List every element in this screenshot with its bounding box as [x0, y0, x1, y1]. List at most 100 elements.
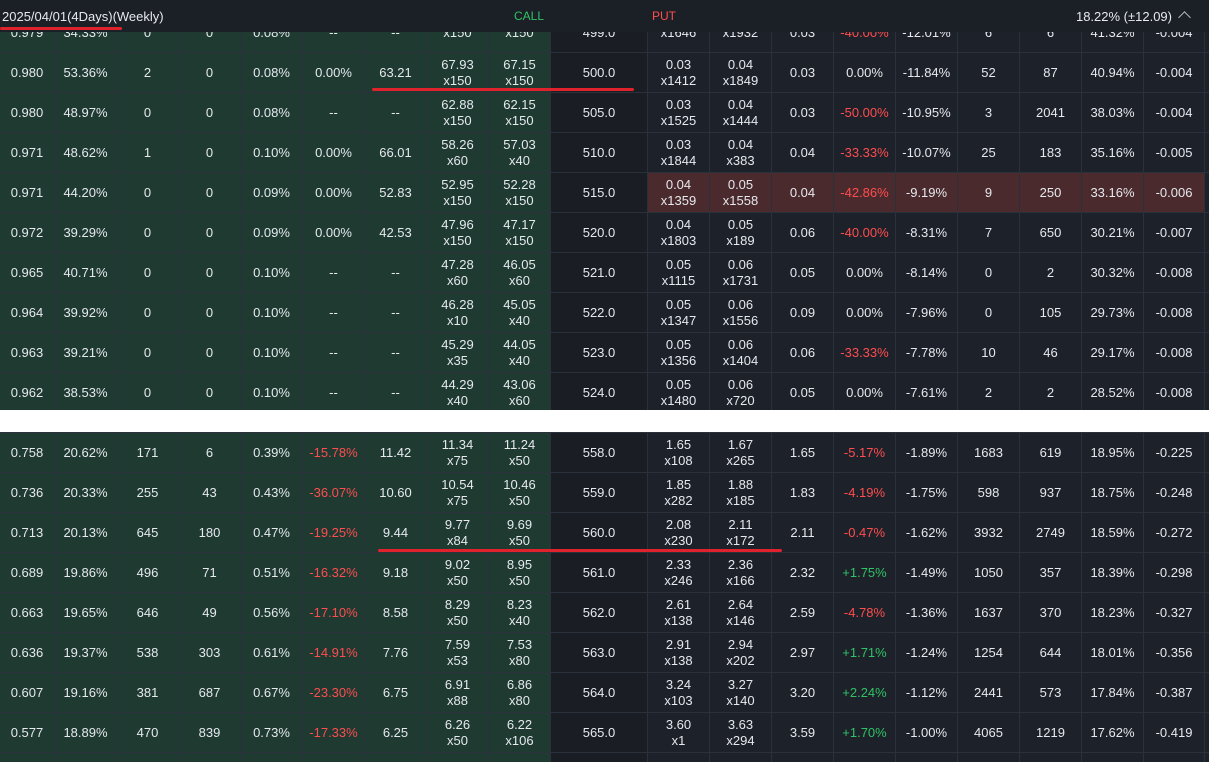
expiry-date-label[interactable]: 2025/04/01(4Days)(Weekly): [2, 9, 164, 24]
cell-bid[interactable]: 45.29 x35: [427, 333, 489, 373]
cell-put-bid[interactable]: 3.98: [648, 753, 710, 762]
cell-bid[interactable]: 58.26 x60: [427, 133, 489, 173]
cell-bid[interactable]: 62.88 x150: [427, 93, 489, 133]
cell-put-ask[interactable]: 4.01: [710, 753, 772, 762]
table-row[interactable]: 0.980 48.97% 0 0 0.08% -- -- 62.88 x150 62.15 x150…: [0, 92, 1209, 133]
cell-put-ask[interactable]: x1932: [710, 32, 772, 53]
cell-bid[interactable]: 47.96 x150: [427, 213, 489, 253]
cell-bid[interactable]: 6.91 x88: [427, 673, 489, 713]
cell-ask[interactable]: 47.17 x150: [489, 213, 551, 253]
cell-ask[interactable]: 43.06 x60: [489, 373, 551, 410]
cell-put-ask[interactable]: 1.67 x265: [710, 433, 772, 473]
cell-put-bid[interactable]: 3.24 x103: [648, 673, 710, 713]
cell-put-bid[interactable]: 0.04 x1803: [648, 213, 710, 253]
cell-bid[interactable]: 52.95 x150: [427, 173, 489, 213]
cell-put-bid[interactable]: x1646: [648, 32, 710, 53]
cell-ask[interactable]: 52.28 x150: [489, 173, 551, 213]
cell-put-bid[interactable]: 1.85 x282: [648, 473, 710, 513]
cell-put-ask[interactable]: 0.04 x1444: [710, 93, 772, 133]
cell-ask[interactable]: 67.15 x150: [489, 53, 551, 93]
cell-put-ask[interactable]: 2.94 x202: [710, 633, 772, 673]
cell-put-bid[interactable]: 0.05 x1347: [648, 293, 710, 333]
cell-put-bid[interactable]: 0.05 x1115: [648, 253, 710, 293]
cell-put-ask[interactable]: 0.06 x1404: [710, 333, 772, 373]
cell-bid[interactable]: 46.28 x10: [427, 293, 489, 333]
cell-put-ask[interactable]: 0.04 x1849: [710, 53, 772, 93]
cell-put-ask[interactable]: 0.06 x1731: [710, 253, 772, 293]
price-value: 6.26: [444, 717, 471, 732]
cell-put-ask[interactable]: 3.27 x140: [710, 673, 772, 713]
cell-put-ask[interactable]: 0.05 x1558: [710, 173, 772, 213]
cell-put-ask[interactable]: 0.05 x189: [710, 213, 772, 253]
cell-bid[interactable]: 47.28 x60: [427, 253, 489, 293]
cell-ask[interactable]: 45.05 x40: [489, 293, 551, 333]
cell-bid[interactable]: 7.59 x53: [427, 633, 489, 673]
table-row[interactable]: 0.607 19.16% 381 687 0.67% -23.30% 6.75 6.91 x88…: [0, 672, 1209, 713]
table-row[interactable]: 0.965 40.71% 0 0 0.10% -- -- 47.28 x60 46.05 x60 52…: [0, 252, 1209, 293]
cell-ask[interactable]: 8.23 x40: [489, 593, 551, 633]
table-row[interactable]: 0.736 20.33% 255 43 0.43% -36.07% 10.60 10.54 x7…: [0, 472, 1209, 513]
table-row[interactable]: 0.972 39.29% 0 0 0.09% 0.00% 42.53 47.96 x150 47.…: [0, 212, 1209, 253]
cell-ask[interactable]: 6.22 x106: [489, 713, 551, 753]
cell-put-bid[interactable]: 0.03 x1412: [648, 53, 710, 93]
table-row[interactable]: 0.971 48.62% 1 0 0.10% 0.00% 66.01 58.26 x60 57.0…: [0, 132, 1209, 173]
cell-put-ask[interactable]: 0.06 x1556: [710, 293, 772, 333]
cell-ask[interactable]: 11.24 x50: [489, 433, 551, 473]
cell-put-bid[interactable]: 0.03 x1525: [648, 93, 710, 133]
cell-put-bid[interactable]: 0.04 x1359: [648, 173, 710, 213]
cell-put-ask[interactable]: 2.36 x166: [710, 553, 772, 593]
cell-put-bid[interactable]: 2.61 x138: [648, 593, 710, 633]
cell-put-bid[interactable]: 1.65 x108: [648, 433, 710, 473]
cell-put-bid[interactable]: 2.91 x138: [648, 633, 710, 673]
cell-ask[interactable]: 7.53 x80: [489, 633, 551, 673]
table-row[interactable]: 0.962 38.53% 0 0 0.10% -- -- 44.29 x40 43.06 x60 52…: [0, 372, 1209, 410]
cell-put-ask[interactable]: 3.63 x294: [710, 713, 772, 753]
cell-put-ask[interactable]: 0.06 x720: [710, 373, 772, 410]
cell-ask[interactable]: 46.05 x60: [489, 253, 551, 293]
table-row[interactable]: 0.980 53.36% 2 0 0.08% 0.00% 63.21 67.93 x150 67.…: [0, 52, 1209, 93]
cell-ask[interactable]: x150: [489, 32, 551, 53]
cell-ask[interactable]: 9.69 x50: [489, 513, 551, 553]
table-row[interactable]: 0.713 20.13% 645 180 0.47% -19.25% 9.44 9.77 x84…: [0, 512, 1209, 553]
cell-put-ask[interactable]: 2.11 x172: [710, 513, 772, 553]
cell-bid[interactable]: 44.29 x40: [427, 373, 489, 410]
table-row[interactable]: 0.979 34.33% 0 0 0.08% -- -- x150 x150 499.0 x1646…: [0, 32, 1209, 53]
cell-bid[interactable]: x150: [427, 32, 489, 53]
cell-bid[interactable]: 11.34 x75: [427, 433, 489, 473]
table-row[interactable]: 0.689 19.86% 496 71 0.51% -16.32% 9.18 9.02 x50 8…: [0, 552, 1209, 593]
cell-put-bid[interactable]: 2.33 x246: [648, 553, 710, 593]
table-row[interactable]: 0.964 39.92% 0 0 0.10% -- -- 46.28 x10 45.05 x40 52…: [0, 292, 1209, 333]
cell-bid[interactable]: 6.26 x50: [427, 713, 489, 753]
cell-bid[interactable]: 9.77 x84: [427, 513, 489, 553]
cell-ask[interactable]: 10.46 x50: [489, 473, 551, 513]
cell-chg: 0.00%: [303, 173, 365, 213]
cell-bid[interactable]: 8.29 x50: [427, 593, 489, 633]
cell-bid[interactable]: 10.54 x75: [427, 473, 489, 513]
cell-ask[interactable]: 62.15 x150: [489, 93, 551, 133]
cell-put-ask[interactable]: 1.88 x185: [710, 473, 772, 513]
cell-ask[interactable]: 44.05 x40: [489, 333, 551, 373]
table-row[interactable]: 0.758 20.62% 171 6 0.39% -15.78% 11.42 11.34 x75…: [0, 432, 1209, 473]
table-row[interactable]: 5.645.61 3.984.01: [0, 752, 1209, 762]
table-row[interactable]: 0.663 19.65% 646 49 0.56% -17.10% 8.58 8.29 x50 8…: [0, 592, 1209, 633]
cell-text: --: [329, 265, 338, 280]
table-row[interactable]: 0.963 39.21% 0 0 0.10% -- -- 45.29 x35 44.05 x40 52…: [0, 332, 1209, 373]
cell-bid[interactable]: 67.93 x150: [427, 53, 489, 93]
cell-put-bid[interactable]: 0.05 x1480: [648, 373, 710, 410]
cell-put-bid[interactable]: 3.60 x1: [648, 713, 710, 753]
cell-bid[interactable]: 9.02 x50: [427, 553, 489, 593]
cell-ask[interactable]: 8.95 x50: [489, 553, 551, 593]
cell-put-bid[interactable]: 0.05 x1356: [648, 333, 710, 373]
cell-ask[interactable]: 6.86 x80: [489, 673, 551, 713]
cell-put-bid[interactable]: 0.03 x1844: [648, 133, 710, 173]
cell-put-bid[interactable]: 2.08 x230: [648, 513, 710, 553]
table-row[interactable]: 0.636 19.37% 538 303 0.61% -14.91% 7.76 7.59 x53…: [0, 632, 1209, 673]
chevron-up-icon[interactable]: [1178, 11, 1191, 24]
cell-put-ask[interactable]: 2.64 x146: [710, 593, 772, 633]
cell-ask[interactable]: 5.61: [489, 753, 551, 762]
cell-bid[interactable]: 5.64: [427, 753, 489, 762]
table-row[interactable]: 0.971 44.20% 0 0 0.09% 0.00% 52.83 52.95 x150 52.…: [0, 172, 1209, 213]
cell-ask[interactable]: 57.03 x40: [489, 133, 551, 173]
cell-put-ask[interactable]: 0.04 x383: [710, 133, 772, 173]
table-row[interactable]: 0.577 18.89% 470 839 0.73% -17.33% 6.25 6.26 x50…: [0, 712, 1209, 753]
